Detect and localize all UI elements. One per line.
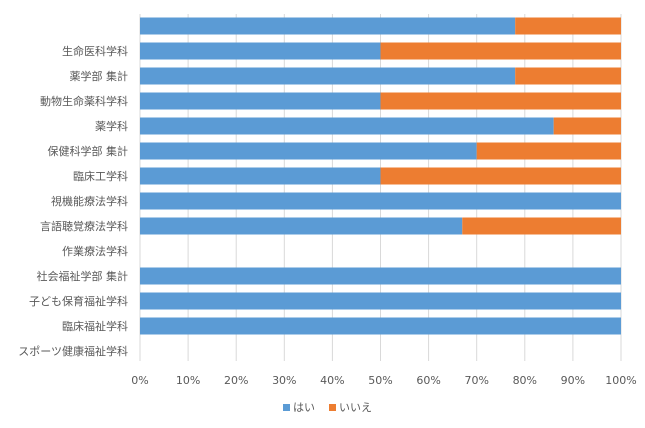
bar-segment-yes — [140, 142, 477, 160]
bar-segment-yes — [140, 167, 381, 185]
x-tick-label: 90% — [561, 374, 585, 387]
category-label: 臨床工学科 — [73, 169, 128, 183]
bar-segment-no — [515, 17, 621, 35]
x-tick-label: 10% — [176, 374, 200, 387]
bar-segment-no — [380, 167, 621, 185]
bar-segment-no — [380, 42, 621, 60]
bars — [140, 17, 621, 335]
x-axis-tick-labels: 0% 10% 20% 30% 40% 50% 60% 70% 80% 90% 100% — [131, 374, 636, 387]
bar-segment-yes — [140, 292, 621, 310]
bar-segment-yes — [140, 67, 516, 85]
bar-segment-no — [553, 117, 621, 135]
category-label: 臨床福祉学科 — [62, 319, 128, 333]
x-tick-label: 80% — [513, 374, 537, 387]
category-label: 薬学科 — [95, 119, 128, 133]
category-label: スポーツ健康福祉学科 — [18, 344, 128, 358]
category-label: 生命医科学科 — [62, 44, 128, 58]
bar-segment-yes — [140, 117, 554, 135]
x-tick-label: 60% — [416, 374, 440, 387]
legend: はい いいえ — [283, 401, 372, 414]
x-tick-label: 0% — [131, 374, 148, 387]
bar-segment-no — [515, 67, 621, 85]
legend-label-no: いいえ — [339, 401, 372, 414]
bar-segment-yes — [140, 192, 621, 210]
category-label: 社会福祉学部 集計 — [37, 269, 129, 283]
x-tick-label: 70% — [464, 374, 488, 387]
bar-segment-yes — [140, 42, 381, 60]
legend-swatch-no — [329, 404, 336, 411]
x-tick-label: 50% — [368, 374, 392, 387]
category-label: 視機能療法学科 — [51, 194, 128, 208]
category-label: 動物生命薬科学科 — [40, 94, 128, 108]
x-tick-label: 30% — [272, 374, 296, 387]
legend-label-yes: はい — [293, 401, 315, 414]
category-label: 子ども保育福祉学科 — [29, 294, 128, 308]
bar-segment-yes — [140, 217, 463, 235]
bar-segment-yes — [140, 92, 381, 110]
x-tick-label: 40% — [320, 374, 344, 387]
category-label: 保健科学部 集計 — [48, 144, 129, 158]
bar-segment-yes — [140, 17, 516, 35]
category-label: 作業療法学科 — [62, 244, 128, 258]
legend-swatch-yes — [283, 404, 290, 411]
bar-segment-yes — [140, 267, 621, 285]
category-label: 薬学部 集計 — [70, 69, 129, 83]
x-tick-label: 20% — [224, 374, 248, 387]
bar-segment-no — [476, 142, 621, 160]
category-label: 言語聴覚療法学科 — [40, 219, 128, 233]
bar-segment-no — [462, 217, 621, 235]
x-tick-label: 100% — [605, 374, 636, 387]
bar-segment-no — [380, 92, 621, 110]
bar-segment-yes — [140, 317, 621, 335]
